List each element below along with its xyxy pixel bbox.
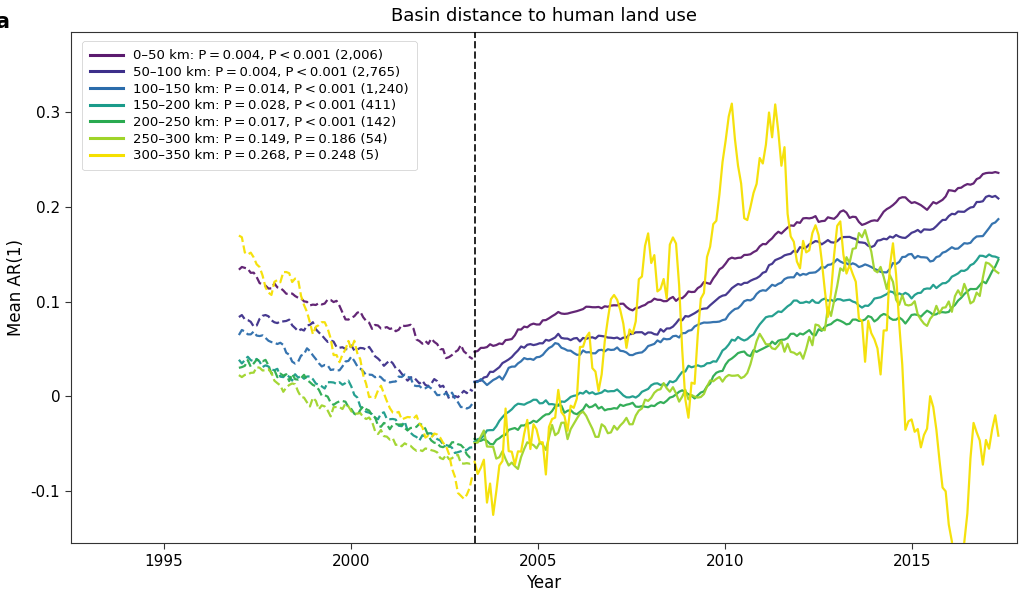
Y-axis label: Mean AR(1): Mean AR(1) [7, 239, 25, 336]
Legend: 0–50 km: P = 0.004, P < 0.001 (2,006), 50–100 km: P = 0.004, P < 0.001 (2,765), : 0–50 km: P = 0.004, P < 0.001 (2,006), 5… [82, 41, 417, 170]
X-axis label: Year: Year [526, 574, 561, 592]
Title: Basin distance to human land use: Basin distance to human land use [391, 7, 696, 25]
Text: a: a [0, 11, 9, 32]
